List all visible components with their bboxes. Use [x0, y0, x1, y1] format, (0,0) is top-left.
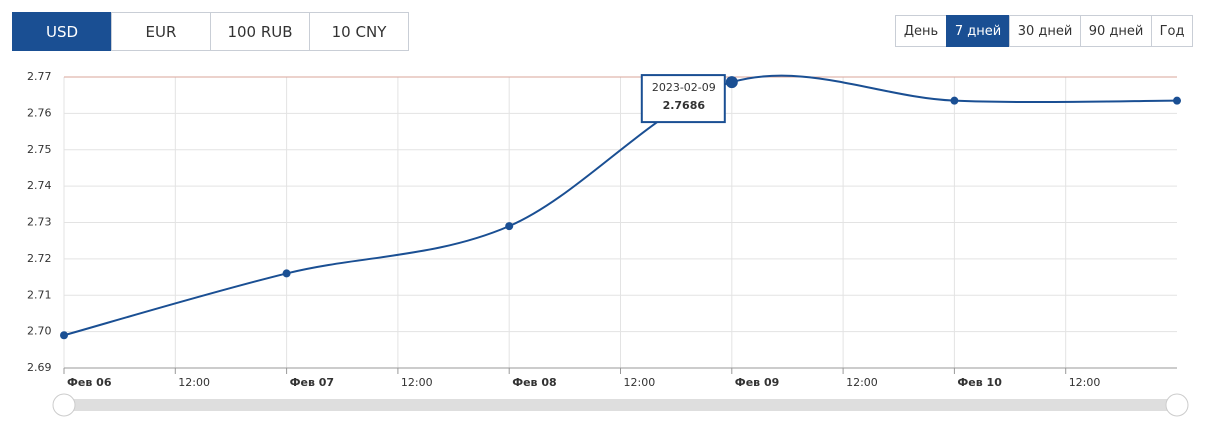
data-point	[725, 76, 738, 89]
y-tick-label: 2.75	[27, 143, 52, 156]
range-handle[interactable]	[1165, 393, 1189, 417]
x-tick-label: Фев 06	[67, 376, 112, 389]
tab[interactable]: День	[895, 15, 947, 47]
y-tick-label: 2.69	[27, 361, 52, 374]
data-point	[505, 222, 514, 231]
tab[interactable]: 10 CNY	[309, 12, 409, 51]
series-line	[63, 74, 1178, 337]
tab[interactable]: 100 RUB	[210, 12, 310, 51]
x-tick-label: 12:00	[401, 376, 433, 389]
y-tick-label: 2.72	[27, 252, 52, 265]
x-tick-label: 12:00	[178, 376, 210, 389]
y-tick-label: 2.73	[27, 216, 52, 229]
x-tick-label: 12:00	[624, 376, 656, 389]
tab[interactable]: Год	[1151, 15, 1193, 47]
data-point	[950, 96, 959, 105]
y-tick-label: 2.77	[27, 70, 52, 83]
x-tick-label: Фев 07	[290, 376, 334, 389]
data-point	[282, 269, 291, 278]
plot: 2.69 2.70 2.71 2.72 2.73 2.74 2.75 2.76 2.77 Фев …	[27, 70, 1177, 389]
data-point	[1173, 96, 1181, 105]
x-tick-label: Фев 09	[735, 376, 779, 389]
tab[interactable]: USD	[12, 12, 112, 51]
tooltip-date: 2023-02-09	[652, 81, 716, 94]
currency-tabs: USD EUR 100 RUB 10 CNY	[12, 12, 409, 51]
data-point	[60, 331, 68, 340]
y-tick-label: 2.70	[27, 325, 52, 338]
y-tick-label: 2.76	[27, 106, 52, 119]
tab[interactable]: 7 дней	[946, 15, 1010, 47]
x-tick-label: 12:00	[846, 376, 878, 389]
range-track	[56, 399, 1185, 411]
tab[interactable]: 90 дней	[1080, 15, 1152, 47]
y-tick-label: 2.71	[27, 288, 52, 301]
range-handle[interactable]	[52, 393, 76, 417]
tab[interactable]: EUR	[111, 12, 211, 51]
y-tick-label: 2.74	[27, 179, 52, 192]
tooltip-value: 2.7686	[663, 99, 706, 112]
tab[interactable]: 30 дней	[1009, 15, 1081, 47]
x-tick-label: 12:00	[1069, 376, 1101, 389]
tooltip: 2023-02-09 2.7686	[640, 74, 726, 124]
tooltip-box	[640, 74, 726, 124]
x-tick-label: Фев 08	[512, 376, 556, 389]
period-tabs: День 7 дней 30 дней 90 дней Год	[895, 15, 1193, 47]
x-tick-label: Фев 10	[957, 376, 1002, 389]
